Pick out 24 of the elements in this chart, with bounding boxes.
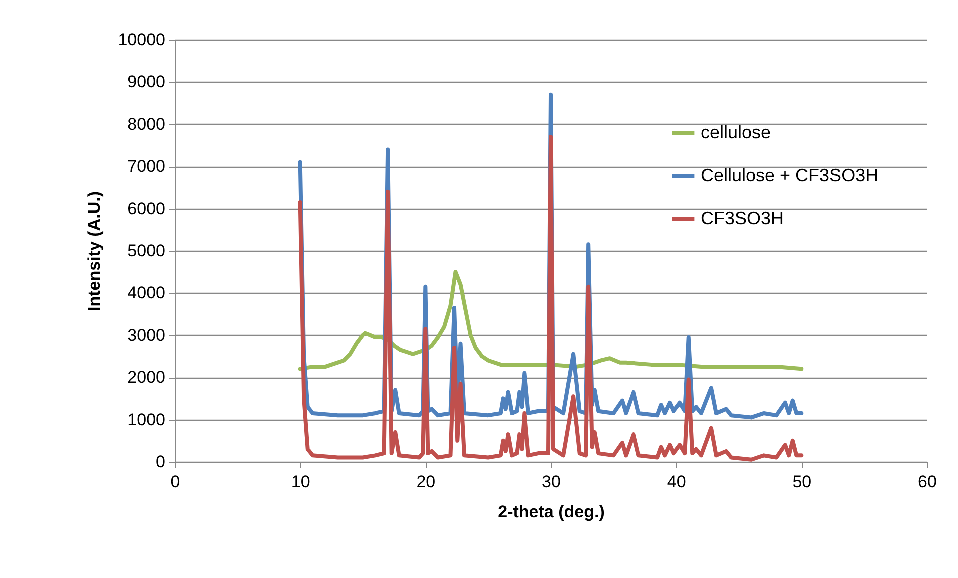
y-tick-label: 5000 [128, 242, 166, 260]
x-tick-label: 60 [918, 472, 937, 492]
x-tick-label: 40 [667, 472, 686, 492]
legend-label: CF3SO3H [701, 208, 784, 228]
y-tick-label: 8000 [128, 114, 166, 134]
x-tick-label: 10 [291, 472, 310, 492]
y-tick-label: 4000 [128, 284, 166, 303]
x-tick-label: 0 [170, 472, 180, 492]
y-axis-title: Intensity (A.U.) [85, 192, 104, 312]
line-series [298, 270, 804, 372]
x-tick-label: 30 [542, 472, 561, 492]
legend-label: cellulose [701, 122, 772, 142]
legend-label: Cellulose + CF3SO3H [701, 166, 879, 186]
y-tick-label: 0 [156, 452, 166, 472]
y-tick-label: 1000 [128, 410, 166, 430]
y-tick-label: 6000 [128, 199, 166, 218]
x-axis-title: 2-theta (deg.) [498, 502, 605, 522]
y-tick-label: 2000 [128, 368, 166, 388]
y-tick-label: 3000 [128, 326, 166, 345]
y-tick-label: 10000 [118, 30, 166, 50]
y-tick-label: 9000 [128, 72, 166, 92]
x-tick-label: 50 [792, 472, 812, 492]
y-tick-label: 7000 [128, 157, 166, 176]
x-tick-label: 20 [416, 472, 436, 492]
